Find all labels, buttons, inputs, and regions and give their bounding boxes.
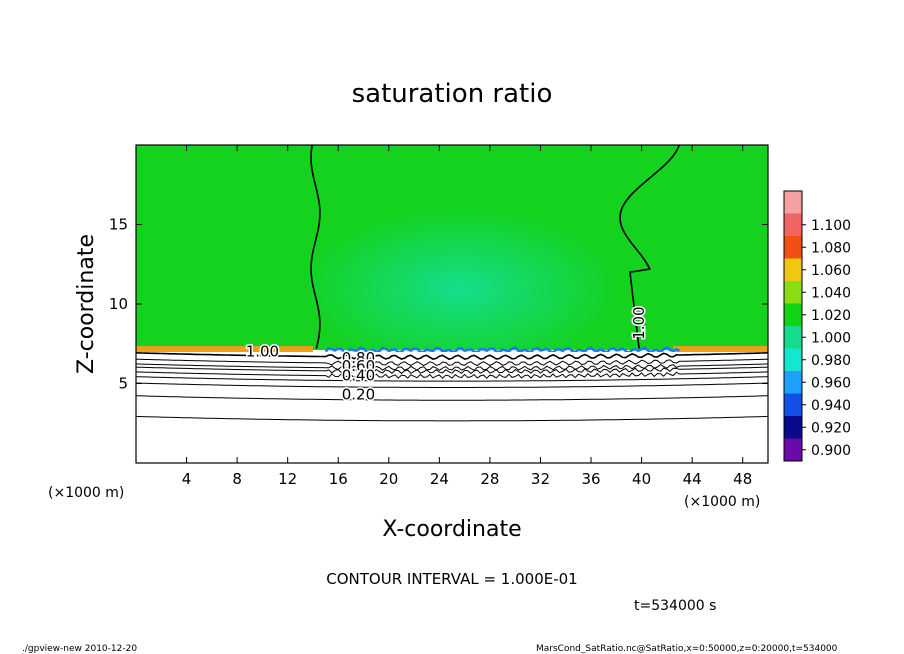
x-tick-label: 12: [278, 470, 297, 488]
colorbar-swatch: [784, 416, 802, 439]
colorbar-label: 1.060: [811, 263, 851, 279]
colorbar-label: 0.960: [811, 375, 851, 391]
contour-line: [136, 376, 768, 382]
colorbar-label: 1.080: [811, 240, 851, 256]
colorbar-swatch: [784, 348, 802, 371]
contour-labels: 1.00 1.00 0.800.600.400.20: [244, 305, 649, 405]
contour-line: [136, 415, 768, 422]
contour-label: 0.40: [342, 367, 375, 385]
y-tick-label: 10: [109, 295, 128, 313]
y-tick-label: 15: [109, 216, 128, 234]
x-tick-label: 36: [581, 470, 600, 488]
x-tick-label: 24: [430, 470, 449, 488]
colorbar-label: 1.020: [811, 308, 851, 324]
x-unit-label: (×1000 m): [684, 494, 760, 510]
interface-cold-edge: [324, 345, 681, 355]
x-tick-label: 28: [480, 470, 499, 488]
colorbar-frame: [783, 190, 803, 462]
colorbar-label: 1.000: [811, 330, 851, 346]
footer-right: MarsCond_SatRatio.nc@SatRatio,x=0:50000,…: [536, 644, 838, 654]
lower-field: [136, 352, 768, 463]
colorbar-swatch: [784, 236, 802, 259]
colorbar-label: 0.940: [811, 398, 851, 414]
y-axis-ticks: 5 10 15: [109, 216, 768, 393]
colorbar-swatch: [784, 191, 802, 214]
contour-label: 0.20: [342, 386, 375, 404]
x-axis-ticks: 4 8 12 16 20 24 28 32 36 40 44 48: [182, 145, 752, 488]
y-tick-label: 5: [118, 375, 128, 393]
contour-lines: [136, 145, 768, 422]
contour-line: [136, 366, 768, 375]
x-tick-label: 40: [632, 470, 651, 488]
central-subsaturated-region: [300, 190, 620, 355]
colorbar-label: 0.980: [811, 353, 851, 369]
interface-left-warm: [136, 346, 313, 353]
contour-line: [136, 363, 768, 371]
time-text: t=534000 s: [634, 598, 716, 614]
x-tick-label: 16: [329, 470, 348, 488]
colorbar-swatch: [784, 213, 802, 236]
saturation-interface: [136, 345, 768, 355]
footer-left: ./gpview-new 2010-12-20: [22, 644, 137, 654]
x-tick-label: 20: [379, 470, 398, 488]
contour-line-1.00-right: [619, 145, 681, 349]
colorbar-swatch: [784, 371, 802, 394]
y-unit-label: (×1000 m): [48, 485, 124, 501]
x-axis-label: X-coordinate: [382, 517, 521, 542]
contour-label: 1.00: [630, 306, 648, 339]
contour-line: [136, 382, 768, 388]
colorbar-swatch: [784, 326, 802, 349]
contour-line-1.00-left: [310, 145, 321, 349]
contour-label: 1.00: [246, 343, 279, 361]
colorbar-swatch: [784, 281, 802, 304]
contour-label: 0.80: [342, 349, 375, 367]
plot-area: 1.00 1.00 0.800.600.400.20: [136, 145, 768, 463]
colorbar: 0.900 0.920 0.940 0.960 0.980 1.000 1.020 1.040…: [783, 190, 851, 462]
colorbar-swatch: [784, 393, 802, 416]
contour-line: [136, 395, 768, 401]
contour-line: [136, 371, 768, 379]
x-tick-label: 48: [733, 470, 752, 488]
x-tick-label: 44: [683, 470, 702, 488]
contour-label: 0.60: [342, 357, 375, 375]
y-axis-label: Z-coordinate: [74, 234, 99, 374]
x-tick-label: 4: [182, 470, 192, 488]
interface-right-warm: [673, 346, 768, 353]
colorbar-swatch: [784, 438, 802, 461]
colorbar-swatch: [784, 303, 802, 326]
colorbar-label: 0.900: [811, 443, 851, 459]
colorbar-label: 1.040: [811, 285, 851, 301]
contour-interval-text: CONTOUR INTERVAL = 1.000E-01: [326, 570, 577, 588]
contour-line: [136, 352, 768, 360]
x-tick-label: 8: [232, 470, 242, 488]
chart-title: saturation ratio: [352, 79, 553, 109]
colorbar-swatch: [784, 258, 802, 281]
colorbar-label: 1.100: [811, 218, 851, 234]
contour-line: [136, 358, 768, 367]
x-tick-label: 32: [531, 470, 550, 488]
colorbar-label: 0.920: [811, 420, 851, 436]
